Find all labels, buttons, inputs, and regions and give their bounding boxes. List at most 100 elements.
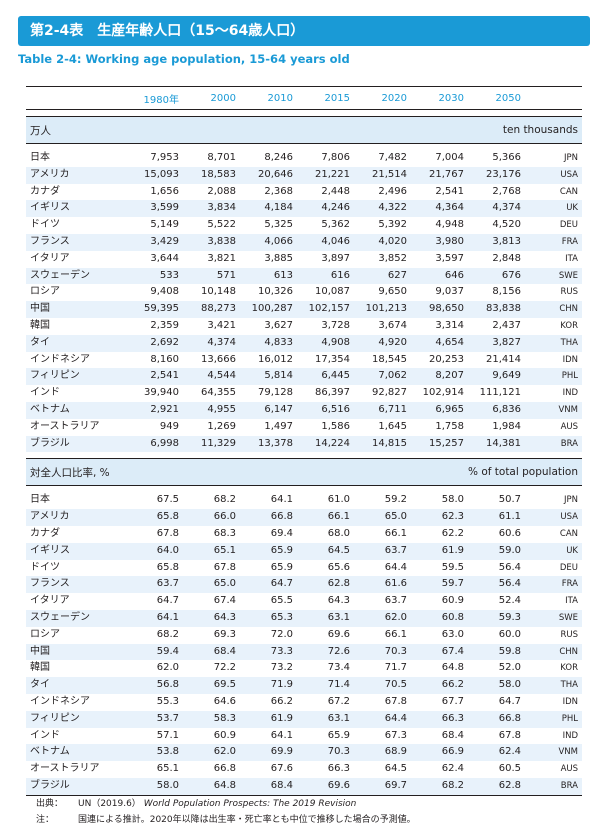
value-cell: 3,834 xyxy=(183,200,240,218)
value-cell: 63.1 xyxy=(297,609,354,627)
source-org: UN（2019.6） xyxy=(78,799,141,809)
value-cell: 21,514 xyxy=(354,166,411,184)
table-row: インド 57.1 60.9 64.1 65.9 67.3 68.4 67.8 IND xyxy=(26,728,582,745)
value-cell: 39,940 xyxy=(144,387,179,399)
value-cell: 646 xyxy=(411,267,468,285)
value-cell: 4,020 xyxy=(354,233,411,251)
table-row: カナダ 67.8 68.3 69.4 68.0 66.1 62.2 60.6 CAN xyxy=(26,526,582,543)
table-row: アメリカ 65.8 66.0 66.8 66.1 65.0 62.3 61.1 USA xyxy=(26,509,582,526)
value-cell: 9,650 xyxy=(378,286,407,298)
value-cell: 59.7 xyxy=(411,576,468,594)
value-cell: 5,392 xyxy=(378,219,407,231)
value-cell: 68.4 xyxy=(240,777,297,796)
value-cell: 61.6 xyxy=(354,576,411,594)
value-cell: 67.8 xyxy=(384,695,407,707)
value-cell: 67.8 xyxy=(498,729,521,741)
value-cell: 1,758 xyxy=(435,420,464,432)
note-label: 注： xyxy=(36,815,55,825)
value-cell: 68.2 xyxy=(156,628,179,640)
value-cell: 68.4 xyxy=(441,729,464,741)
value-cell: 102,157 xyxy=(297,301,354,318)
population-table: 1980年 2000 2010 2015 2020 2030 2050 万人 te… xyxy=(26,86,582,796)
value-cell: 66.2 xyxy=(411,677,468,694)
value-cell: 67.6 xyxy=(270,763,293,775)
country-code: JPN xyxy=(564,495,578,506)
value-cell: 571 xyxy=(183,267,240,285)
country-name: インド xyxy=(30,387,60,399)
value-cell: 73.2 xyxy=(270,662,293,674)
value-cell: 6,445 xyxy=(297,368,354,386)
value-cell: 64.3 xyxy=(183,609,240,627)
value-cell: 58.0 xyxy=(126,777,183,796)
value-cell: 3,421 xyxy=(207,319,236,331)
country-name: ドイツ xyxy=(30,561,60,573)
value-cell: 62.3 xyxy=(411,509,468,526)
value-cell: 8,701 xyxy=(207,152,236,163)
country-code: JPN xyxy=(564,153,578,163)
value-cell: 4,948 xyxy=(435,219,464,231)
value-cell: 59.0 xyxy=(468,542,525,560)
value-cell: 67.3 xyxy=(384,729,407,741)
value-cell: 3,314 xyxy=(435,319,464,331)
value-cell: 4,654 xyxy=(411,334,468,352)
table-row: ロシア 68.2 69.3 72.0 69.6 66.1 63.0 60.0 RUS xyxy=(26,627,582,644)
country-name: カナダ xyxy=(30,527,60,539)
country-name: アメリカ xyxy=(26,166,126,184)
section-label-en: ten thousands xyxy=(297,116,582,144)
value-cell: 4,184 xyxy=(240,200,297,218)
value-cell: 61.9 xyxy=(240,710,297,728)
value-cell: 59.5 xyxy=(441,561,464,573)
value-cell: 4,364 xyxy=(411,200,468,218)
value-cell: 53.8 xyxy=(126,744,183,762)
table-title: 第2-4表 生産年齢人口（15～64歳人口） xyxy=(18,16,590,46)
country-name: フランス xyxy=(26,233,126,251)
source-label: 出典： xyxy=(36,799,64,809)
value-cell: 65.5 xyxy=(270,595,293,607)
value-cell: 83,838 xyxy=(468,301,525,318)
source-line: 出典： UN（2019.6） World Population Prospects… xyxy=(36,796,416,812)
value-cell: 65.0 xyxy=(183,576,240,594)
country-code: CAN xyxy=(559,186,578,197)
value-cell: 60.0 xyxy=(498,628,521,640)
value-cell: 6,836 xyxy=(468,401,525,419)
value-cell: 98,650 xyxy=(411,301,468,318)
country-code: PHL xyxy=(525,710,582,728)
value-cell: 613 xyxy=(240,267,297,285)
value-cell: 63.0 xyxy=(441,628,464,640)
year-header-row: 1980年 2000 2010 2015 2020 2030 2050 xyxy=(26,86,582,110)
year-header: 2015 xyxy=(297,86,354,110)
value-cell: 64.5 xyxy=(297,542,354,560)
value-cell: 101,213 xyxy=(354,301,411,318)
value-cell: 66.2 xyxy=(270,695,293,707)
table-row: フィリピン 2,541 4,544 5,814 6,445 7,062 8,207 9,649… xyxy=(26,368,582,386)
value-cell: 66.1 xyxy=(384,527,407,539)
value-cell: 92,827 xyxy=(372,387,407,399)
value-cell: 72.2 xyxy=(213,662,236,674)
country-code: AUS xyxy=(560,421,578,432)
value-cell: 64.0 xyxy=(126,542,183,560)
value-cell: 9,649 xyxy=(468,368,525,386)
value-cell: 72.6 xyxy=(297,643,354,661)
value-cell: 4,920 xyxy=(354,334,411,352)
year-header: 2030 xyxy=(411,86,468,110)
country-code: BRA xyxy=(525,435,582,453)
table-row: ベトナム 2,921 4,955 6,147 6,516 6,711 6,965 6,836 V… xyxy=(26,401,582,419)
country-name: カナダ xyxy=(30,185,60,197)
value-cell: 59.4 xyxy=(126,643,183,661)
table-row: フィリピン 53.7 58.3 61.9 63.1 64.4 66.3 66.8 PHL xyxy=(26,710,582,728)
section-label-ja: 対全人口比率, % xyxy=(26,458,297,487)
table-row: ドイツ 65.8 67.8 65.9 65.6 64.4 59.5 56.4 DEU xyxy=(26,560,582,577)
value-cell: 65.3 xyxy=(240,609,297,627)
value-cell: 71.9 xyxy=(240,677,297,694)
table-row: イタリア 3,644 3,821 3,885 3,897 3,852 3,597 2,848 I… xyxy=(26,251,582,268)
country-name: イタリア xyxy=(30,595,70,607)
value-cell: 3,821 xyxy=(207,252,236,264)
value-cell: 58.3 xyxy=(183,710,240,728)
country-name: スウェーデン xyxy=(26,609,126,627)
value-cell: 56.4 xyxy=(468,576,525,594)
value-cell: 62.4 xyxy=(468,744,525,762)
year-header: 2020 xyxy=(354,86,411,110)
value-cell: 79,128 xyxy=(258,387,293,399)
country-name: オーストラリア xyxy=(30,763,100,775)
country-code: THA xyxy=(525,677,582,694)
